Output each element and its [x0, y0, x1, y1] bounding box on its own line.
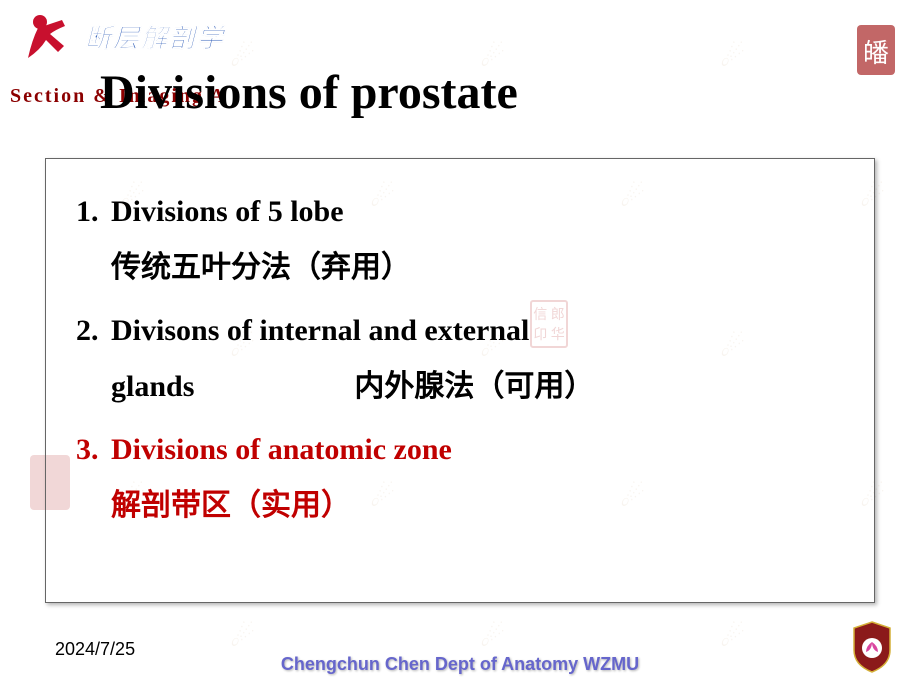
item-en: Divisons of internal and external	[111, 314, 529, 347]
shield-logo	[850, 620, 895, 675]
item-number: 2.	[76, 303, 111, 359]
footer-author: Chengchun Chen Dept of Anatomy WZMU	[281, 654, 639, 675]
list-item-3: 3.Divisions of anatomic zone 解剖带区（实用）	[76, 422, 844, 533]
item-en: Divisions of anatomic zone	[111, 433, 452, 466]
item-cn: 解剖带区（实用）	[111, 478, 844, 534]
footer-date: 2024/7/25	[55, 639, 135, 660]
item-cn: 内外腺法（可用）	[354, 370, 594, 403]
list-item-2: 2.Divisons of internal and external glan…	[76, 303, 844, 414]
item-en-cont: glands	[111, 370, 194, 403]
item-en: Divisions of 5 lobe	[111, 195, 344, 228]
seal-top-right	[857, 25, 895, 75]
content-box: 1.Divisions of 5 lobe 传统五叶分法（弃用） 2.Divis…	[45, 158, 875, 603]
course-title: 断层解剖学	[85, 18, 225, 55]
logo-icon	[20, 10, 80, 70]
item-cn: 传统五叶分法（弃用）	[111, 240, 844, 296]
item-number: 3.	[76, 422, 111, 478]
page-title: Divisions of prostate	[100, 65, 518, 120]
list-item-1: 1.Divisions of 5 lobe 传统五叶分法（弃用）	[76, 184, 844, 295]
logo-area: 断层解剖学	[20, 10, 225, 70]
item-number: 1.	[76, 184, 111, 240]
